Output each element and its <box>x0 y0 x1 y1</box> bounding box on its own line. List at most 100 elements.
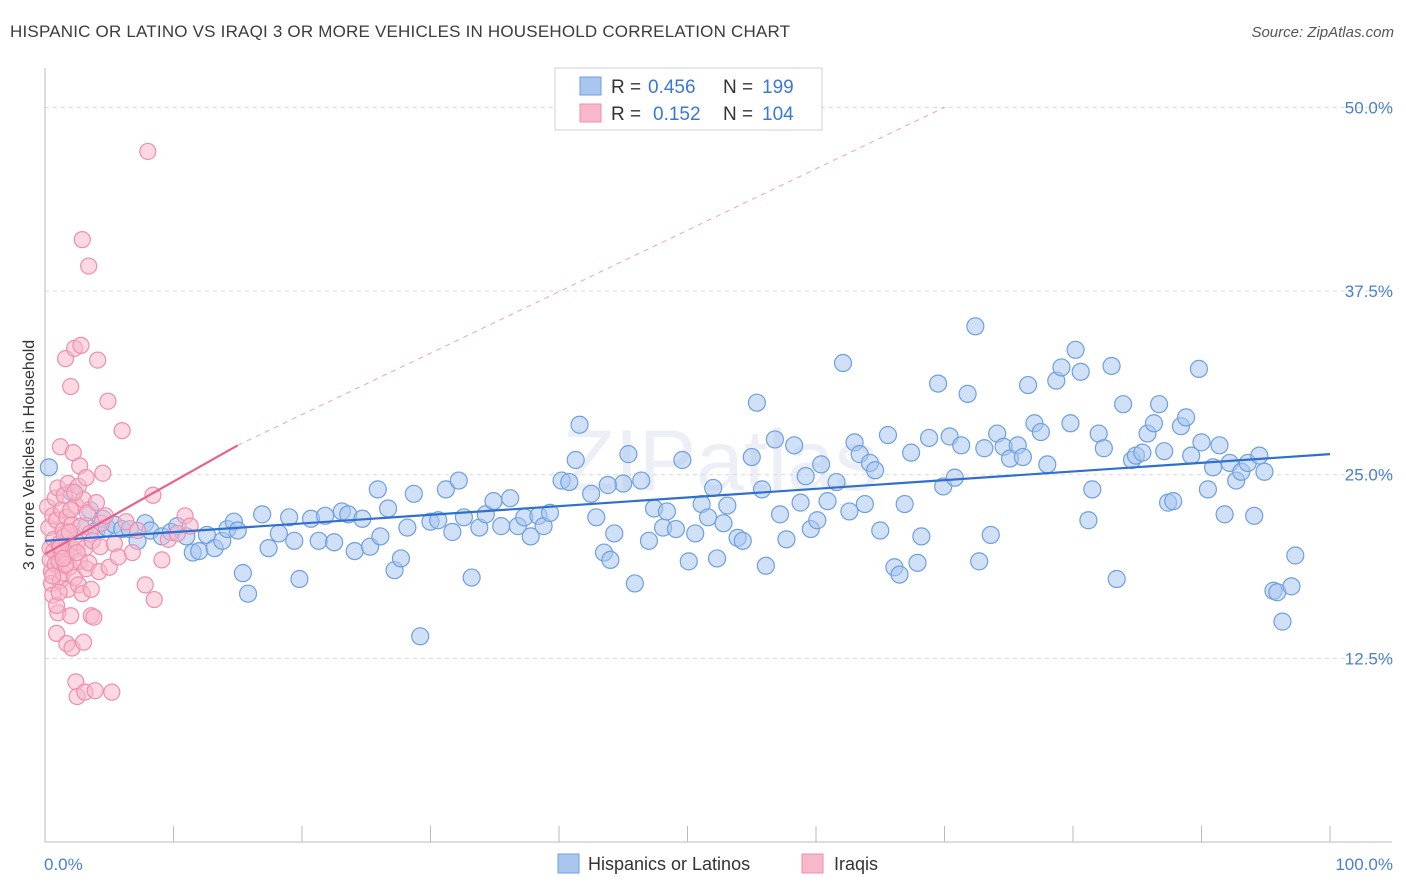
bottom-legend-label-iraqis: Iraqis <box>834 854 878 874</box>
iraqis-point-82 <box>117 513 135 531</box>
iraqis-point-80 <box>109 548 127 566</box>
hispanics-point-141 <box>1013 447 1032 467</box>
hispanics-point-145 <box>1038 455 1057 474</box>
iraqis-point-76 <box>99 392 117 410</box>
iraqis-point-55 <box>74 633 93 651</box>
hispanics-point-34 <box>316 506 335 525</box>
iraqis-point-83 <box>123 543 141 562</box>
hispanics-point-71 <box>582 484 601 503</box>
hispanics-point-100 <box>765 430 784 449</box>
iraqis-point-65 <box>82 580 100 598</box>
hispanics-point-24 <box>233 564 252 583</box>
hispanics-point-25 <box>238 584 258 603</box>
iraqis-point-72 <box>91 538 109 556</box>
hispanics-point-42 <box>371 527 390 546</box>
hispanics-point-26 <box>253 505 272 524</box>
hispanics-point-186 <box>1282 577 1301 596</box>
hispanics-point-122 <box>895 494 914 514</box>
hispanics-point-151 <box>1079 511 1098 530</box>
iraqis-point-52 <box>73 231 91 249</box>
iraqis-point-84 <box>128 521 147 540</box>
hispanics-point-74 <box>601 550 620 570</box>
hispanics-point-33 <box>309 531 328 550</box>
iraqis-point-74 <box>94 464 112 482</box>
hispanics-point-144 <box>1031 422 1050 442</box>
legend-swatch-pink <box>579 103 602 123</box>
hispanics-point-59 <box>492 517 511 536</box>
hispanics-point-170 <box>1189 359 1209 379</box>
iraqis-point-88 <box>145 590 163 609</box>
hispanics-point-124 <box>908 553 927 572</box>
hispanics-point-86 <box>679 552 698 571</box>
hispanics-point-187 <box>1286 546 1305 565</box>
hispanics-point-126 <box>919 428 939 448</box>
hispanics-point-185 <box>1273 612 1292 631</box>
hispanics-point-38 <box>345 541 364 561</box>
hispanics-point-66 <box>540 503 560 522</box>
hispanics-point-101 <box>770 505 790 524</box>
iraqis-point-102 <box>50 583 68 601</box>
hispanics-point-149 <box>1066 340 1085 359</box>
hispanics-point-136 <box>981 525 1000 545</box>
hispanics-point-29 <box>280 508 299 527</box>
hispanics-point-132 <box>958 384 977 403</box>
hispanics-point-98 <box>752 480 772 499</box>
hispanics-point-118 <box>871 521 890 540</box>
y-tick-label-3: 50.0% <box>1345 98 1393 117</box>
hispanics-point-96 <box>742 447 761 467</box>
hispanics-point-152 <box>1083 480 1102 499</box>
hispanics-point-162 <box>1144 414 1164 433</box>
hispanics-point-79 <box>632 471 651 490</box>
hispanics-point-115 <box>855 494 874 514</box>
legend-r-label-1: R = <box>611 77 641 98</box>
hispanics-point-108 <box>812 455 831 474</box>
hispanics-point-109 <box>818 492 837 511</box>
legend-n-label-1: N = <box>723 77 753 98</box>
axes <box>44 68 1392 843</box>
hispanics-point-92 <box>714 514 733 533</box>
iraqis-point-67 <box>85 608 103 626</box>
iraqis-point-89 <box>153 551 171 569</box>
hispanics-point-105 <box>796 467 815 486</box>
hispanics-point-107 <box>808 511 827 530</box>
legend-n-value-1: 199 <box>762 77 794 98</box>
hispanics-point-188 <box>598 475 617 495</box>
hispanics-point-157 <box>1114 395 1133 414</box>
hispanics-point-172 <box>1198 480 1218 499</box>
hispanics-point-117 <box>866 461 885 480</box>
iraqis-point-69 <box>87 494 106 512</box>
hispanics-point-103 <box>785 436 804 455</box>
bottom-legend-swatch-blue <box>557 853 580 874</box>
hispanics-point-70 <box>570 415 589 434</box>
trend-line-hispanics <box>44 453 1331 542</box>
x-tick-labels: 0.0% 100.0% <box>44 855 1393 874</box>
iraqis-point-103 <box>68 543 86 562</box>
hispanics-point-155 <box>1102 356 1121 376</box>
hispanics-point-189 <box>228 521 247 540</box>
series-hispanics-points <box>39 317 1305 646</box>
hispanics-point-150 <box>1071 362 1090 381</box>
hispanics-point-135 <box>975 439 994 458</box>
hispanics-point-51 <box>436 480 456 499</box>
hispanics-point-60 <box>501 489 520 508</box>
iraqis-point-70 <box>89 351 107 369</box>
hispanics-point-147 <box>1052 358 1071 377</box>
source-label: Source: ZipAtlas.com <box>1251 24 1394 41</box>
hispanics-point-0 <box>39 458 58 477</box>
hispanics-point-125 <box>912 527 931 546</box>
grid-lines <box>45 106 1392 659</box>
hispanics-point-84 <box>666 519 686 539</box>
hispanics-point-119 <box>878 425 898 445</box>
iraqis-point-101 <box>44 567 62 585</box>
legend-r-label-2: R = <box>611 104 641 125</box>
hispanics-point-45 <box>391 549 411 568</box>
legend-r-value-1: 0.456 <box>648 77 696 98</box>
iraqis-point-78 <box>103 683 121 701</box>
hispanics-point-75 <box>605 524 624 543</box>
hispanics-point-99 <box>756 556 775 575</box>
hispanics-point-134 <box>970 552 989 571</box>
hispanics-point-68 <box>560 472 579 492</box>
hispanics-point-69 <box>566 450 585 470</box>
legend-swatch-blue <box>579 76 602 96</box>
hispanics-point-104 <box>791 493 810 512</box>
